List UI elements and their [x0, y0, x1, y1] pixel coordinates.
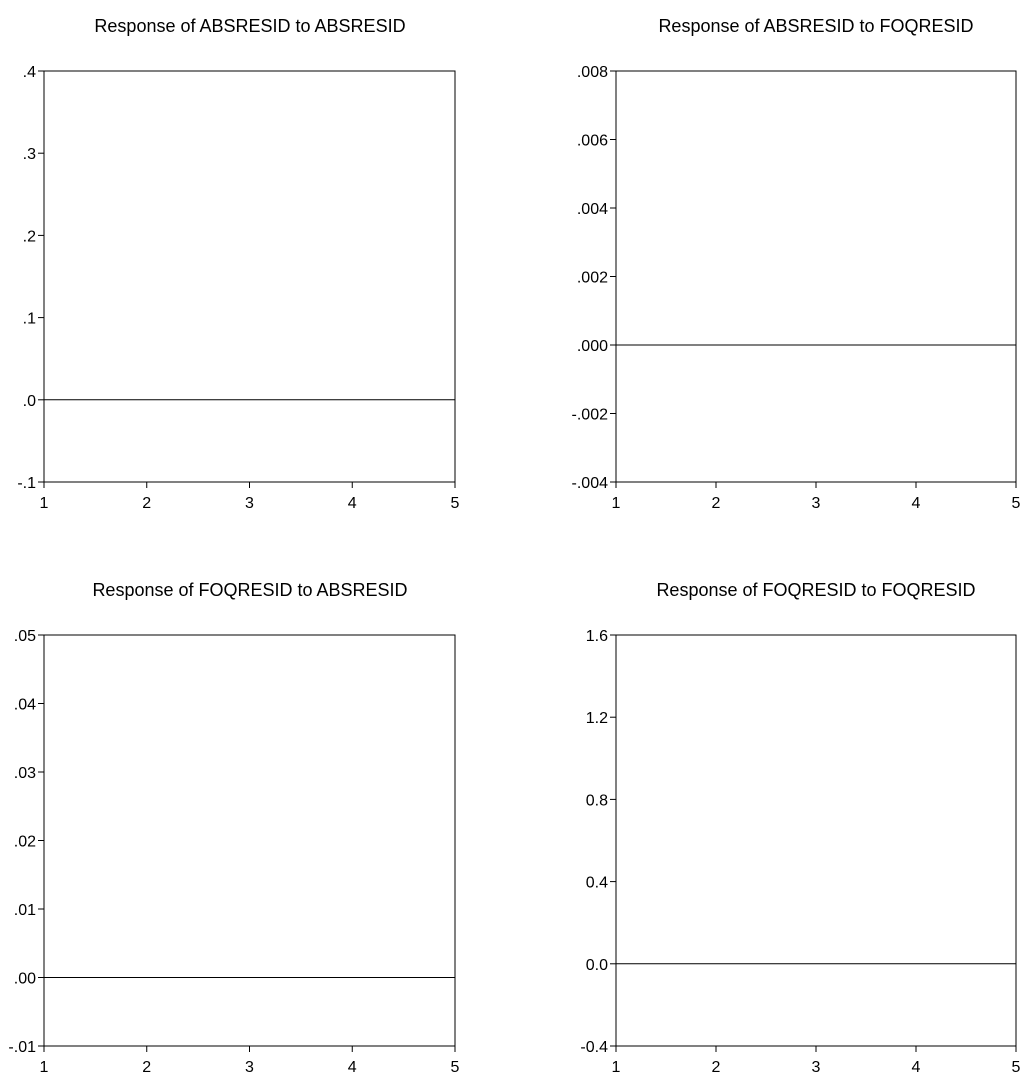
y-tick-label: -.002 — [572, 407, 609, 424]
y-tick-label: -.01 — [8, 1039, 36, 1056]
x-tick-label: 5 — [451, 495, 460, 512]
chart-panel-4: Response of FOQRESID to FOQRESID 1.6 1.2 0.… — [580, 580, 1020, 1076]
x-tick-label: 3 — [812, 1059, 821, 1076]
chart-panel-2: Response of ABSRESID to FOQRESID .008 .006… — [572, 16, 1021, 512]
x-tick-label: 3 — [245, 1059, 254, 1076]
y-tick-label: .000 — [577, 338, 608, 355]
x-tick-label: 1 — [40, 495, 49, 512]
y-tick-label: .0 — [23, 393, 36, 410]
x-tick-label: 2 — [712, 1059, 721, 1076]
y-tick-label: 1.6 — [586, 628, 608, 645]
y-tick-label: -.004 — [572, 475, 609, 492]
x-tick-label: 4 — [912, 1059, 921, 1076]
y-tick-label: 1.2 — [586, 710, 608, 727]
chart-title: Response of FOQRESID to ABSRESID — [92, 580, 407, 600]
x-tick-label: 5 — [451, 1059, 460, 1076]
y-tick-label: .1 — [23, 311, 36, 328]
y-tick-label: .002 — [577, 270, 608, 287]
x-tick-label: 4 — [348, 495, 357, 512]
x-tick-label: 2 — [712, 495, 721, 512]
x-tick-label: 2 — [142, 495, 151, 512]
y-tick-label: .3 — [23, 146, 36, 163]
y-tick-label: .006 — [577, 133, 608, 150]
chart-title: Response of FOQRESID to FOQRESID — [656, 580, 975, 600]
x-tick-label: 5 — [1012, 1059, 1021, 1076]
y-tick-label: 0.0 — [586, 957, 608, 974]
x-tick-label: 1 — [612, 1059, 621, 1076]
x-tick-label: 2 — [142, 1059, 151, 1076]
y-tick-label: .00 — [14, 971, 36, 988]
y-tick-label: .004 — [577, 201, 608, 218]
y-tick-label: .2 — [23, 228, 36, 245]
x-tick-label: 3 — [245, 495, 254, 512]
x-tick-label: 4 — [348, 1059, 357, 1076]
y-tick-label: .02 — [14, 834, 36, 851]
plot-frame — [615, 634, 1017, 1047]
y-tick-label: .008 — [577, 64, 608, 81]
x-tick-label: 5 — [1012, 495, 1021, 512]
plot-frame — [615, 70, 1017, 483]
y-tick-label: -.1 — [17, 475, 36, 492]
y-tick-label: .4 — [23, 64, 36, 81]
y-tick-label: .03 — [14, 765, 36, 782]
chart-panel-1: Response of ABSRESID to ABSRESID .4 .3 .2 .1… — [17, 16, 459, 512]
y-tick-label: .01 — [14, 902, 36, 919]
x-tick-label: 1 — [612, 495, 621, 512]
y-tick-label: -0.4 — [580, 1039, 608, 1056]
chart-panel-3: Response of FOQRESID to ABSRESID .05 .04 .0… — [8, 580, 459, 1076]
x-tick-label: 1 — [40, 1059, 49, 1076]
x-tick-label: 3 — [812, 495, 821, 512]
y-tick-label: 0.8 — [586, 792, 608, 809]
plot-frame — [43, 634, 456, 1047]
y-tick-label: 0.4 — [586, 875, 608, 892]
y-tick-label: .05 — [14, 628, 36, 645]
x-tick-label: 4 — [912, 495, 921, 512]
y-tick-label: .04 — [14, 697, 36, 714]
chart-title: Response of ABSRESID to FOQRESID — [658, 16, 973, 36]
plot-frame — [43, 70, 456, 483]
chart-title: Response of ABSRESID to ABSRESID — [94, 16, 405, 36]
